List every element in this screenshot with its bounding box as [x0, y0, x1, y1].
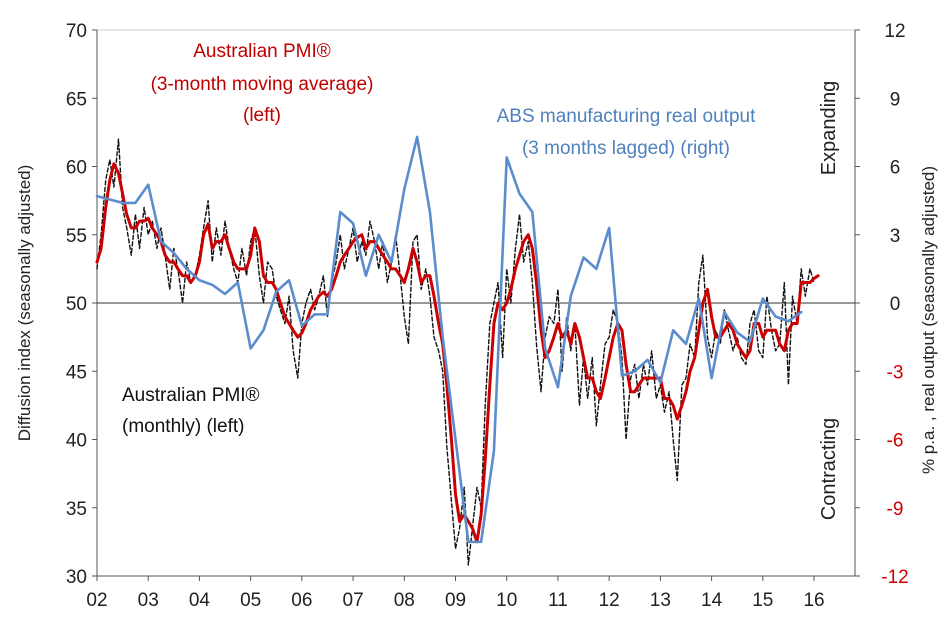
- pmi-monthly-annotation-line-1: Australian PMI®: [122, 385, 260, 406]
- left-tick-label: 30: [66, 567, 87, 588]
- abs-output-series: [95, 135, 803, 544]
- left-tick-label: 65: [66, 89, 87, 110]
- right-axis-ticks: -12 -9 -6 -3 0 3 6 9 12: [855, 21, 909, 588]
- abs-annotation-line-2: (3 months lagged) (right): [522, 138, 730, 159]
- right-tick-label: 12: [884, 21, 905, 42]
- left-tick-label: 50: [66, 294, 87, 315]
- x-tick-label: 06: [291, 590, 312, 611]
- left-tick-label: 70: [66, 21, 87, 42]
- pmi-average-annotation-line-3: (left): [243, 105, 281, 126]
- pmi-monthly-annotation-line-2: (monthly) (left): [122, 416, 244, 437]
- left-tick-label: 55: [66, 226, 87, 247]
- x-tick-label: 15: [752, 590, 773, 611]
- x-tick-label: 02: [86, 590, 107, 611]
- right-tick-label: -9: [887, 499, 904, 520]
- pmi-average-annotation-line-1: Australian PMI®: [193, 41, 331, 62]
- left-axis-title: Diffusion index (seasonally adjusted): [15, 165, 34, 442]
- x-axis-ticks: 02 03 04 05 06 07 08 09 10 11 12 13 14 15 16: [86, 576, 825, 611]
- abs-annotation-line-1: ABS manufacturing real output: [497, 106, 756, 127]
- x-tick-label: 09: [445, 590, 466, 611]
- x-tick-label: 13: [650, 590, 671, 611]
- x-tick-label: 04: [189, 590, 211, 611]
- left-tick-label: 60: [66, 158, 87, 179]
- left-tick-label: 40: [66, 431, 87, 452]
- right-tick-label: -3: [887, 362, 904, 383]
- pmi-average-annotation-line-2: (3-month moving average): [151, 74, 374, 95]
- x-tick-label: 16: [803, 590, 824, 611]
- x-tick-label: 08: [394, 590, 415, 611]
- pmi-monthly-series: [96, 138, 815, 566]
- x-tick-label: 03: [138, 590, 159, 611]
- right-tick-label: 9: [890, 89, 901, 110]
- x-tick-label: 07: [343, 590, 364, 611]
- right-tick-label: -12: [881, 567, 908, 588]
- left-tick-label: 45: [66, 362, 87, 383]
- expanding-label: Expanding: [818, 81, 840, 176]
- right-tick-label: 3: [890, 226, 901, 247]
- x-tick-label: 12: [599, 590, 620, 611]
- left-axis-ticks: 30 35 40 45 50 55 60 65 70: [66, 21, 97, 588]
- x-tick-label: 10: [496, 590, 517, 611]
- contracting-label: Contracting: [818, 418, 840, 520]
- right-tick-label: -6: [887, 431, 904, 452]
- series-layer: [95, 135, 820, 566]
- right-tick-label: 6: [890, 158, 901, 179]
- right-axis-title: % p.a. , real output (seasonally adjuste…: [919, 166, 938, 474]
- right-tick-label: 0: [890, 294, 901, 315]
- pmi-average-series: [95, 162, 820, 544]
- x-tick-label: 11: [548, 590, 568, 611]
- left-tick-label: 35: [66, 499, 87, 520]
- x-tick-label: 05: [240, 590, 261, 611]
- x-tick-label: 14: [701, 590, 723, 611]
